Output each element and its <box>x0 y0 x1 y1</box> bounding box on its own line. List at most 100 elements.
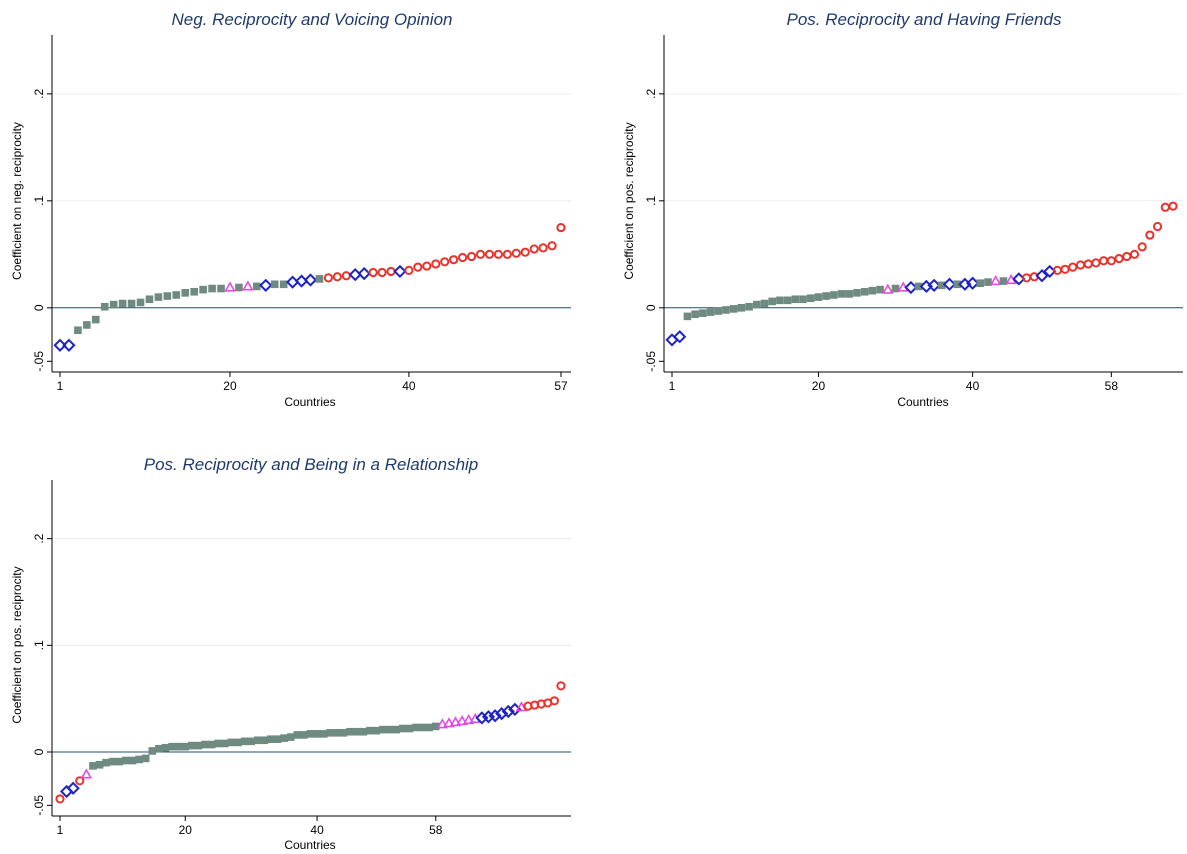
data-point <box>422 261 432 271</box>
data-point <box>1060 264 1070 274</box>
data-point <box>706 308 715 316</box>
data-point <box>221 739 229 748</box>
data-point <box>372 726 381 735</box>
data-point <box>845 290 854 298</box>
data-point <box>357 266 371 281</box>
data-point <box>493 249 503 259</box>
data-point <box>273 735 282 743</box>
data-point <box>737 304 746 312</box>
data-point <box>280 734 288 742</box>
data-point <box>976 279 985 288</box>
data-point <box>495 706 509 721</box>
data-point <box>115 757 124 766</box>
data-point <box>449 716 462 727</box>
data-point <box>937 281 946 290</box>
data-point <box>279 280 288 289</box>
data-point <box>511 248 521 258</box>
data-point <box>208 284 216 293</box>
data-point <box>1122 251 1132 262</box>
y-tick-label: .1 <box>32 195 46 205</box>
data-point <box>393 264 407 279</box>
y-tick-label: .2 <box>32 89 46 99</box>
data-point <box>1035 269 1049 283</box>
data-point <box>457 252 468 263</box>
data-point <box>501 704 515 719</box>
data-point <box>323 273 333 283</box>
panel-pos-reciprocity-having-friends: Pos. Reciprocity and Having Friends Coun… <box>622 10 1183 409</box>
data-point <box>456 715 468 726</box>
data-point <box>366 726 374 735</box>
data-point <box>412 723 420 732</box>
x-tick-label: 40 <box>966 379 980 393</box>
data-point <box>791 295 800 304</box>
data-point <box>377 267 387 278</box>
data-point <box>122 756 130 765</box>
data-point <box>368 267 378 278</box>
data-point <box>1099 256 1109 266</box>
x-tick-label: 57 <box>554 379 568 393</box>
data-point <box>161 743 170 752</box>
data-point <box>556 222 566 233</box>
data-point <box>181 742 190 751</box>
plot-area: -.05 0 .1 .2 1 20 40 57 <box>32 35 571 393</box>
panel-pos-reciprocity-relationship: Pos. Reciprocity and Being in a Relation… <box>10 455 571 852</box>
data-point <box>745 302 753 311</box>
data-point <box>128 756 137 765</box>
data-point <box>418 723 427 732</box>
data-point <box>1075 260 1086 270</box>
y-tick-label: -.05 <box>644 351 658 372</box>
data-point <box>1114 253 1124 264</box>
data-point <box>53 338 67 352</box>
data-point <box>145 295 154 304</box>
data-point <box>520 247 530 257</box>
data-point <box>475 249 486 259</box>
data-point <box>965 276 980 290</box>
data-point <box>466 251 477 262</box>
data-point <box>306 730 315 738</box>
data-point <box>332 272 342 282</box>
data-point <box>207 740 216 749</box>
data-point <box>260 736 269 745</box>
data-point <box>927 278 941 292</box>
data-point <box>270 280 279 289</box>
x-axis-label: Countries <box>897 395 948 409</box>
data-point <box>942 277 957 291</box>
y-tick-label: 0 <box>32 304 46 311</box>
data-point <box>181 289 190 297</box>
data-point <box>891 284 900 293</box>
data-point <box>341 271 351 281</box>
y-tick-label: .2 <box>644 89 658 99</box>
data-point <box>806 294 815 302</box>
data-point <box>75 776 85 786</box>
y-axis-label: Coefficient on pos. reciprocity <box>622 122 636 279</box>
data-point <box>359 727 368 736</box>
data-point <box>413 262 423 272</box>
data-point <box>118 299 127 308</box>
data-point <box>830 291 838 299</box>
data-point <box>538 243 548 253</box>
data-point <box>303 273 318 287</box>
data-point <box>398 724 407 733</box>
x-tick-label: 40 <box>402 379 416 393</box>
data-point <box>783 296 792 305</box>
data-point <box>224 281 236 292</box>
data-point <box>882 283 894 294</box>
chart-title: Pos. Reciprocity and Being in a Relation… <box>144 455 479 474</box>
x-tick-label: 58 <box>429 823 443 837</box>
data-point <box>443 717 455 728</box>
data-point <box>91 315 100 324</box>
data-point <box>549 696 560 706</box>
data-point <box>148 747 157 755</box>
data-point <box>188 741 196 750</box>
data-point <box>319 730 328 738</box>
data-point <box>80 768 93 779</box>
data-point <box>729 305 738 313</box>
data-point <box>217 284 225 293</box>
panel-neg-reciprocity-voicing-opinion: Neg. Reciprocity and Voicing Opinion Cou… <box>10 10 571 409</box>
data-point <box>431 722 440 731</box>
y-tick-label: -.05 <box>32 795 46 816</box>
y-tick-label: .1 <box>644 195 658 205</box>
data-point <box>440 257 450 267</box>
data-point <box>339 729 348 737</box>
y-tick-label: .2 <box>32 533 46 543</box>
